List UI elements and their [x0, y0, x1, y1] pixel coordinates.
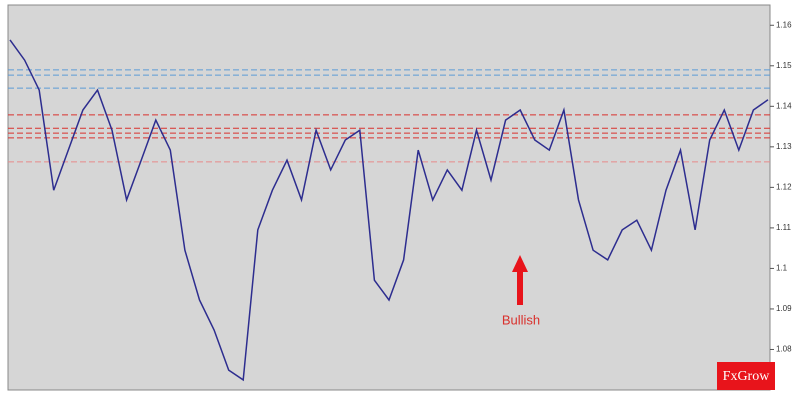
logo: FxGrow: [723, 369, 771, 384]
price-line: [9, 39, 769, 382]
plot-area: [7, 4, 771, 391]
arrow: [512, 255, 528, 305]
y-tick-label: 1.16: [776, 20, 792, 29]
y-tick-label: 1.11: [776, 223, 792, 232]
y-tick-label: 1.14: [776, 101, 792, 110]
y-tick-label: 1.13: [776, 142, 792, 151]
logo-box: [717, 362, 775, 390]
annotation: Bullish: [502, 312, 540, 327]
y-tick-label: 1.1: [776, 264, 788, 273]
y-tick-label: 1.09: [776, 304, 792, 313]
y-tick-label: 1.15: [776, 61, 792, 70]
y-tick-label: 1.12: [776, 182, 792, 191]
y-tick-label: 1.08: [776, 345, 792, 354]
